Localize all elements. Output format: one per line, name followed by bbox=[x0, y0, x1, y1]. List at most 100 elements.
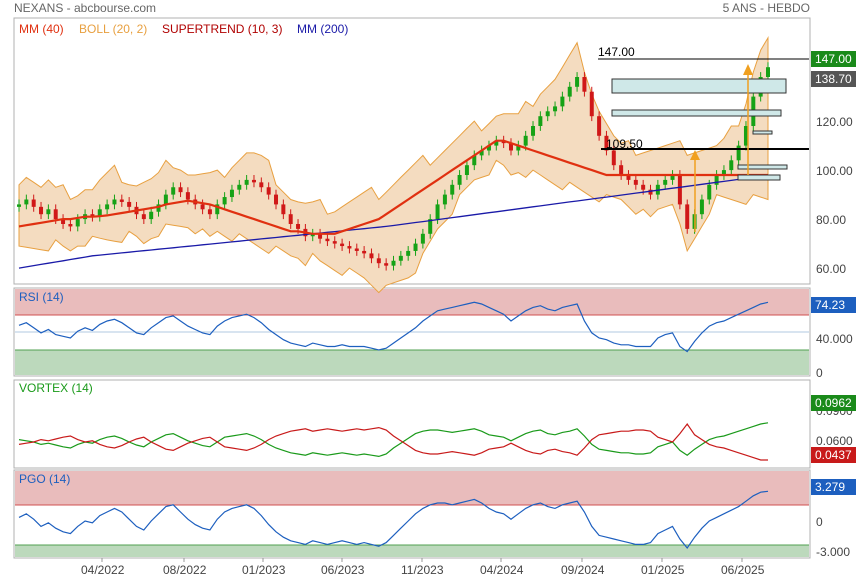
candle-body bbox=[97, 209, 102, 217]
resistance-badge-text: 147.00 bbox=[815, 52, 852, 66]
candle-body bbox=[553, 106, 558, 112]
candle-body bbox=[604, 135, 609, 151]
candle-body bbox=[538, 116, 543, 126]
candle-body bbox=[251, 179, 256, 183]
resistance-label: 147.00 bbox=[598, 45, 635, 59]
rsi-overbought-zone bbox=[15, 289, 809, 315]
zone-box-2 bbox=[611, 109, 782, 117]
x-tick-label: 09/2024 bbox=[561, 563, 605, 577]
candle-body bbox=[685, 204, 690, 229]
legend-mm200: MM (200) bbox=[297, 22, 348, 36]
vortex-pos-badge bbox=[811, 395, 856, 411]
candle-body bbox=[163, 194, 168, 205]
candle-body bbox=[494, 140, 499, 146]
candle-body bbox=[90, 214, 95, 217]
candle-body bbox=[141, 214, 146, 220]
candle-body bbox=[567, 86, 572, 97]
candle-body bbox=[229, 189, 234, 198]
candle-body bbox=[589, 91, 594, 117]
candle-body bbox=[560, 96, 565, 107]
candle-body bbox=[68, 224, 73, 227]
candle-body bbox=[222, 197, 227, 205]
candle-body bbox=[472, 155, 477, 166]
candle-body bbox=[207, 209, 212, 215]
candle-body bbox=[545, 111, 550, 117]
legend-vortex: VORTEX (14) bbox=[19, 381, 93, 395]
y-tick-pgo-0: 0 bbox=[816, 515, 823, 529]
pgo-badge-text: 3.279 bbox=[815, 480, 845, 494]
legend-boll: BOLL (20, 2) bbox=[79, 22, 147, 36]
last-price-text: 138.70 bbox=[815, 72, 852, 86]
level-label: 109.50 bbox=[606, 137, 643, 151]
candle-body bbox=[156, 204, 161, 212]
candle-body bbox=[376, 258, 381, 264]
candle-body bbox=[281, 204, 286, 215]
candle-body bbox=[31, 199, 36, 207]
buy-arrow-2-head bbox=[743, 64, 753, 75]
candle-body bbox=[677, 175, 682, 205]
candle-body bbox=[501, 140, 506, 144]
vortex-neg-text: 0.0437 bbox=[815, 448, 852, 462]
candle-body bbox=[127, 201, 132, 207]
candle-body bbox=[736, 145, 741, 161]
candle-body bbox=[619, 165, 624, 175]
candle-body bbox=[442, 194, 447, 205]
candle-body bbox=[296, 224, 301, 229]
candle-body bbox=[516, 145, 521, 151]
candle-body bbox=[244, 179, 249, 185]
candle-body bbox=[149, 211, 154, 220]
candle-body bbox=[670, 175, 675, 180]
candle-body bbox=[24, 199, 29, 205]
candle-body bbox=[486, 145, 491, 151]
candle-body bbox=[274, 194, 279, 205]
candle-body bbox=[531, 126, 536, 136]
rsi-oversold-zone bbox=[15, 350, 809, 375]
y-tick-price-80: 80.00 bbox=[816, 213, 846, 227]
candle-body bbox=[340, 243, 345, 247]
candle-body bbox=[288, 214, 293, 224]
candle-body bbox=[17, 204, 21, 207]
mm200-line bbox=[18, 174, 769, 269]
candle-body bbox=[259, 182, 264, 188]
period-label: 5 ANS - HEBDO bbox=[722, 1, 810, 15]
candle-body bbox=[46, 209, 51, 215]
candle-body bbox=[766, 67, 770, 77]
x-tick-label: 11/2023 bbox=[401, 563, 444, 577]
x-tick-label: 04/2024 bbox=[480, 563, 524, 577]
candle-body bbox=[237, 184, 242, 190]
chart-title: NEXANS - abcbourse.com bbox=[14, 1, 157, 15]
x-tick-label: 04/2022 bbox=[81, 563, 125, 577]
y-tick-rsi-40: 40.000 bbox=[816, 332, 853, 346]
y-tick-price-120: 120.00 bbox=[816, 115, 853, 129]
candle-body bbox=[648, 189, 653, 195]
candle-body bbox=[420, 233, 425, 244]
rsi-line bbox=[18, 301, 769, 353]
candle-body bbox=[347, 246, 352, 249]
candle-body bbox=[641, 184, 646, 190]
candle-body bbox=[332, 241, 337, 244]
candle-body bbox=[663, 179, 668, 185]
y-tick-rsi-0: 0 bbox=[816, 366, 823, 380]
y-tick-pgo-neg3: -3.000 bbox=[816, 545, 850, 559]
candle-body bbox=[75, 219, 80, 227]
candle-body bbox=[325, 238, 330, 242]
candle-body bbox=[626, 175, 631, 180]
legend-rsi: RSI (14) bbox=[19, 290, 64, 304]
zone-box-4 bbox=[737, 164, 788, 170]
candle-body bbox=[508, 143, 513, 151]
zone-box-5 bbox=[737, 174, 781, 181]
zone-box-1 bbox=[611, 78, 787, 94]
candle-body bbox=[384, 263, 389, 266]
candle-body bbox=[597, 116, 602, 136]
candle-body bbox=[743, 126, 748, 146]
x-tick-label: 06/2023 bbox=[321, 563, 365, 577]
pgo-line bbox=[18, 490, 769, 550]
candle-body bbox=[457, 175, 462, 185]
rsi-badge bbox=[811, 297, 856, 313]
candle-body bbox=[729, 160, 734, 171]
vortex-panel bbox=[13, 379, 811, 469]
buy-arrow-1-head bbox=[690, 150, 700, 160]
pgo-upper-zone bbox=[15, 471, 809, 505]
vortex-pos-text: 0.0962 bbox=[815, 396, 852, 410]
